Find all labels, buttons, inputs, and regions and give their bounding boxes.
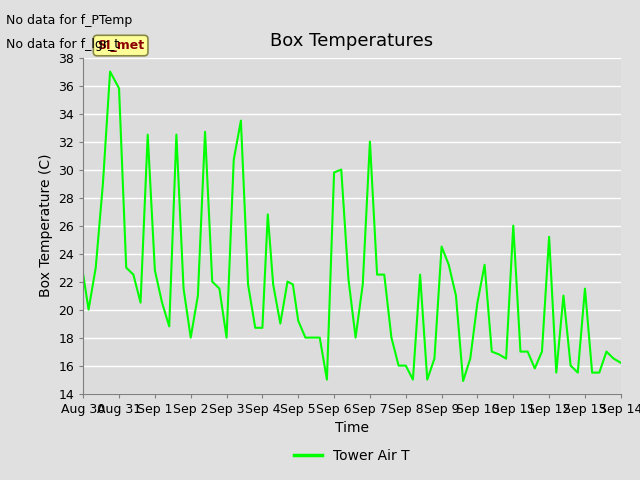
- Legend: Tower Air T: Tower Air T: [289, 443, 415, 468]
- Text: SI_met: SI_met: [97, 39, 144, 52]
- Y-axis label: Box Temperature (C): Box Temperature (C): [39, 154, 52, 297]
- Text: No data for f_PTemp: No data for f_PTemp: [6, 14, 132, 27]
- Text: No data for f_lgr_t: No data for f_lgr_t: [6, 38, 120, 51]
- Title: Box Temperatures: Box Temperatures: [271, 33, 433, 50]
- X-axis label: Time: Time: [335, 421, 369, 435]
